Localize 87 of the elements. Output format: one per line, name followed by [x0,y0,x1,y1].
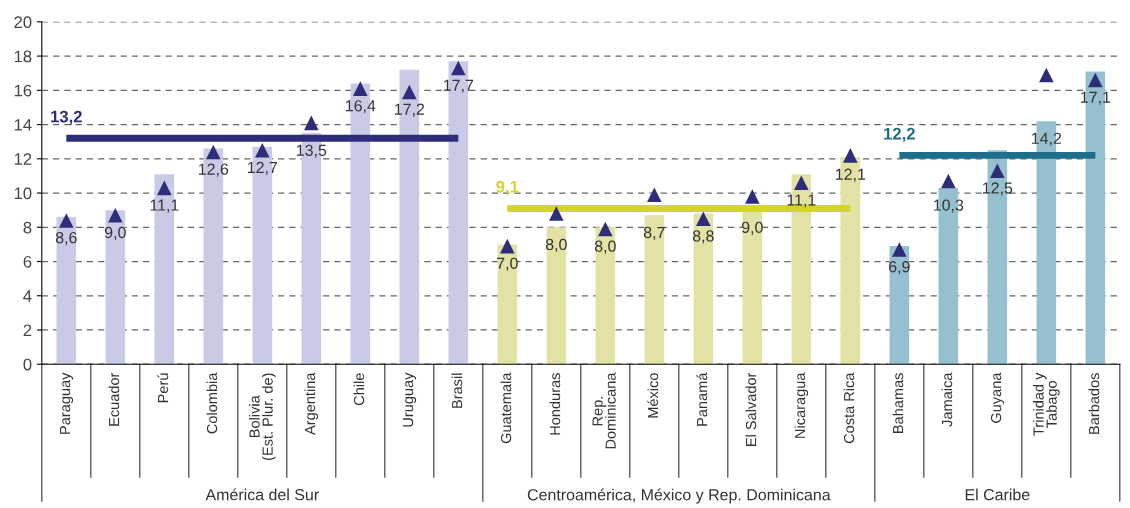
point [647,187,662,203]
data-label: 13,2 [51,110,82,125]
data-label: 11,1 [150,199,179,213]
point [59,213,74,228]
data-label: 9,1 [496,180,519,196]
point [402,84,417,100]
bar [889,246,910,365]
data-label: 12,1 [836,168,866,182]
data-label: 17,7 [443,79,474,93]
data-label: 17,2 [394,103,425,117]
data-label: 12,7 [247,161,278,175]
data-label: 9,0 [104,226,126,241]
x-tick-label: México [647,373,659,418]
bar [546,227,567,365]
y-tick-label: 0 [23,358,32,371]
x-tick-label: Uruguay [403,372,417,427]
x-tick-label: Barbados [1088,373,1100,434]
data-label: 8,7 [643,226,665,241]
point [1039,67,1054,83]
bar [497,244,518,365]
text: El Caribe [965,488,1030,501]
point [549,206,564,221]
x-tick-label: Bahamas [892,373,904,433]
point [892,242,907,257]
data-label: 11,1 [787,194,816,208]
point [500,238,515,254]
point [598,221,613,237]
y-tick-label: 18 [14,50,32,63]
point [304,115,319,131]
x-tick-label: Honduras [549,373,561,435]
point [451,60,466,76]
point [696,211,711,226]
bar [595,227,616,365]
point [108,208,123,223]
x-tick-label: Colombia [206,372,218,434]
y-tick-label: 12 [14,153,32,165]
x-tick-label: Nicaragua [794,372,809,438]
point [157,180,172,196]
x-tick-label: Guatemala [500,372,512,444]
x-tick-label: Argentina [304,372,319,435]
y-tick-label: 2 [23,324,32,337]
bar [644,215,665,365]
point [206,144,221,160]
data-label: 13,5 [296,144,327,158]
y-tick-label: 10 [14,187,32,200]
bar [693,213,714,365]
data-label: 8,0 [545,238,567,253]
y-tick-label: 6 [23,255,32,268]
x-tick-label: Guyana [990,372,1005,423]
bar [56,217,77,365]
point [1088,72,1103,88]
point [745,189,760,204]
bar [742,210,763,365]
x-tick-label: Brasil [451,373,463,408]
data-label: 7,0 [497,257,518,271]
x-tick-label: Panamá [696,372,708,426]
data-label: 8,8 [692,230,714,244]
y-tick-label: 8 [23,221,32,234]
point [255,142,270,158]
text: Centroamérica, México y Rep. Dominicana [527,488,831,504]
point [990,163,1005,179]
x-tick-label: El Salvador [745,372,757,446]
x-tick-label: Costa Rica [843,372,855,444]
data-label: 9,0 [741,221,763,235]
text: América del Sur [205,488,319,501]
x-tick-label: Bolivia (Est. Plur. de) [248,373,276,460]
y-tick-label: 20 [14,16,32,29]
y-tick-label: 14 [14,119,32,131]
data-label: 12,6 [198,163,229,177]
x-tick-label: Trinidad y Tabago [1033,372,1060,436]
y-tick-label: 4 [23,290,32,302]
point [941,173,956,189]
x-tick-label: Chile [353,373,365,406]
x-tick-label: Rep. Dominicana [592,372,616,449]
bar [105,210,126,365]
point [794,175,809,191]
x-tick-label: Perú [157,373,169,403]
data-label: 8,6 [55,231,77,246]
x-tick-label: Paraguay [60,372,74,434]
y-tick-label: 16 [14,84,32,97]
point [843,148,858,163]
data-label: 12,2 [884,127,915,142]
x-tick-label: Jamaica [941,372,953,427]
data-label: 8,0 [594,240,616,254]
x-tick-label: Ecuador [108,372,120,426]
point [353,81,368,96]
data-label: 16,4 [345,100,376,114]
